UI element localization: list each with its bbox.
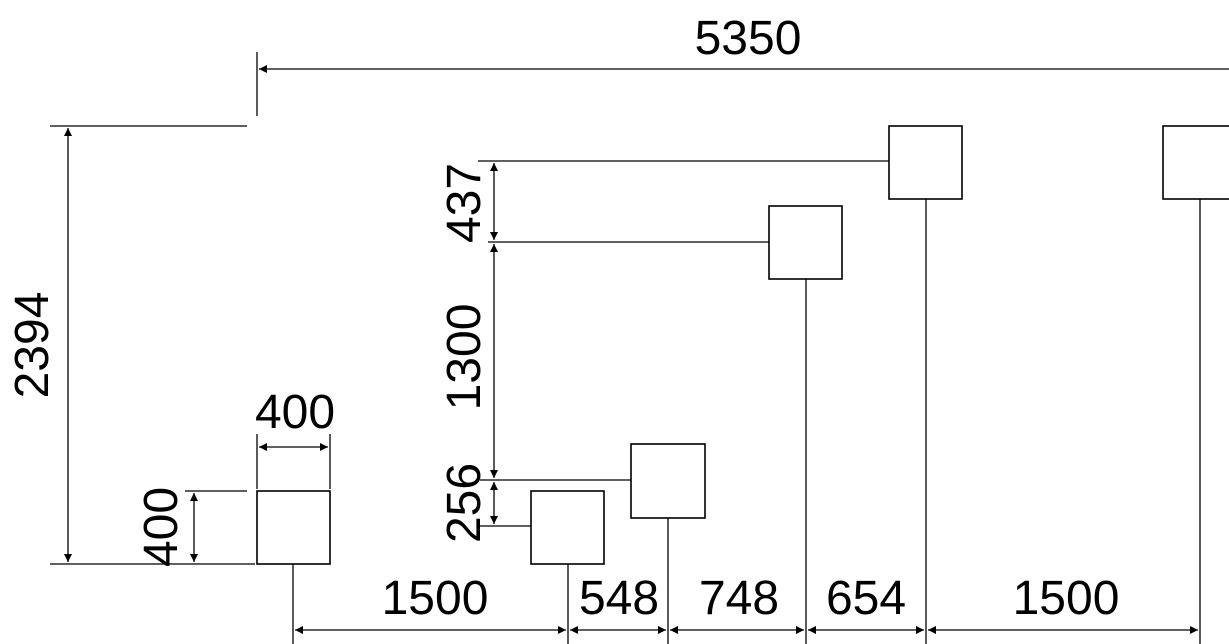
spacing-3-label: 748 [699,572,779,625]
square-3 [630,443,706,519]
square-6 [1162,125,1229,200]
square-5 [888,125,963,200]
square-width-label: 400 [255,386,335,439]
overall-width-dimension: 5350 [256,12,1229,116]
rise-dimension-chain: 437 1300 256 [438,160,889,543]
vertical-leaders [292,199,1201,644]
rise-2-label: 1300 [438,304,491,411]
square-width-dimension: 400 [255,386,335,489]
square-2 [530,490,605,565]
square-1 [256,490,331,565]
rise-1-label: 256 [438,463,491,543]
square-height-dimension: 400 [135,487,247,567]
overall-height-dimension: 2394 [6,125,255,565]
spacing-5-label: 1500 [1013,572,1120,625]
spacing-dimension-chain: 1500 548 748 654 1500 [295,572,1198,634]
overall-width-label: 5350 [695,12,802,65]
spacing-1-label: 1500 [382,572,489,625]
spacing-2-label: 548 [579,572,659,625]
overall-height-label: 2394 [6,292,59,399]
square-4 [768,205,843,280]
rise-3-label: 437 [438,163,491,243]
square-height-label: 400 [135,487,188,567]
spacing-4-label: 654 [826,572,906,625]
